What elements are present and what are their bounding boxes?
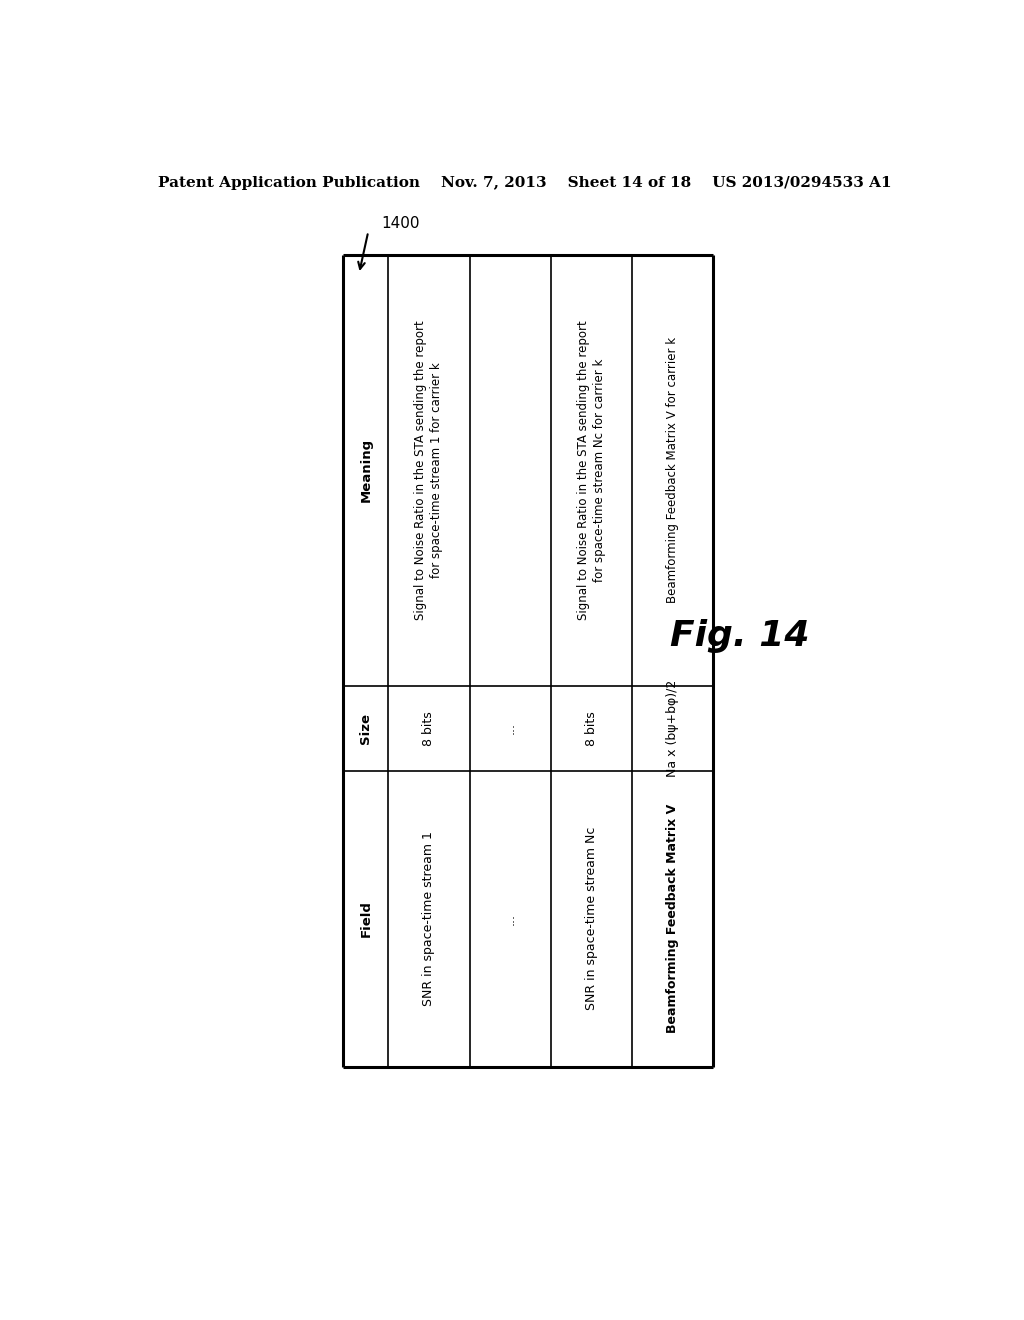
Text: SNR in space-time stream 1: SNR in space-time stream 1 [423, 832, 435, 1006]
Text: 1400: 1400 [381, 216, 420, 231]
Text: Size: Size [359, 713, 373, 743]
Text: 8 bits: 8 bits [585, 711, 598, 746]
Text: 8 bits: 8 bits [423, 711, 435, 746]
Text: Patent Application Publication    Nov. 7, 2013    Sheet 14 of 18    US 2013/0294: Patent Application Publication Nov. 7, 2… [158, 176, 892, 190]
Text: Fig. 14: Fig. 14 [671, 619, 810, 653]
Text: Signal to Noise Ratio in the STA sending the report
for space-time stream Nc for: Signal to Noise Ratio in the STA sending… [577, 321, 606, 620]
Text: Na x (bψ+bφ)/2: Na x (bψ+bφ)/2 [666, 680, 679, 777]
Text: Meaning: Meaning [359, 438, 373, 503]
Text: SNR in space-time stream Nc: SNR in space-time stream Nc [585, 828, 598, 1011]
Text: ...: ... [504, 912, 517, 925]
Text: Beamforming Feedback Matrix V for carrier k: Beamforming Feedback Matrix V for carrie… [666, 337, 679, 603]
Text: Beamforming Feedback Matrix V: Beamforming Feedback Matrix V [666, 804, 679, 1034]
Text: Field: Field [359, 900, 373, 937]
Text: ...: ... [504, 722, 517, 734]
Text: Signal to Noise Ratio in the STA sending the report
for space-time stream 1 for : Signal to Noise Ratio in the STA sending… [415, 321, 443, 620]
